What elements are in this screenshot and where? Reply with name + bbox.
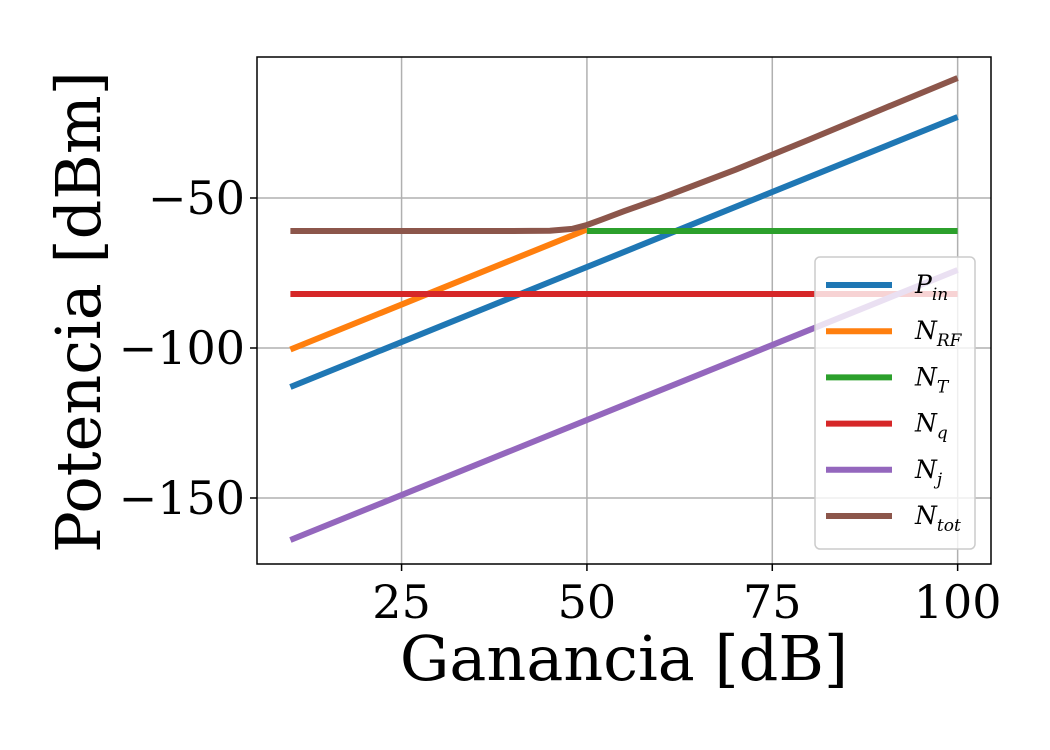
- series-line-p-in: [289, 114, 959, 390]
- x-tick-label: 50: [558, 575, 617, 629]
- x-axis-title: Ganancia [dB]: [400, 622, 848, 695]
- series-line-n-tot: [290, 75, 959, 234]
- legend-label-n-q: Nq: [914, 409, 948, 444]
- plot-frame: [256, 56, 992, 565]
- legend-label-n-rf: NRF: [914, 316, 963, 351]
- legend: Pin NRF NT Nq Nj Ntot: [814, 256, 976, 550]
- y-axis-title: Potencia [dBm]: [42, 71, 115, 553]
- legend-box: [814, 256, 976, 550]
- x-tick-label: 75: [743, 575, 802, 629]
- legend-label-n-t: NT: [914, 362, 950, 397]
- y-tick-label: −50: [148, 171, 245, 225]
- x-tick-label: 25: [372, 575, 431, 629]
- x-tick-label: 100: [914, 575, 1002, 629]
- y-tick-label: −100: [119, 321, 245, 375]
- legend-label-p-in: Pin: [914, 270, 948, 305]
- y-tick-label: −150: [119, 471, 245, 525]
- legend-label-n-tot: Ntot: [914, 501, 961, 536]
- series-line-n-rf: [289, 226, 589, 353]
- axis-ticks: 25 50 75 100 −50 −100 −150: [119, 171, 1002, 629]
- legend-label-n-j: Nj: [914, 455, 943, 490]
